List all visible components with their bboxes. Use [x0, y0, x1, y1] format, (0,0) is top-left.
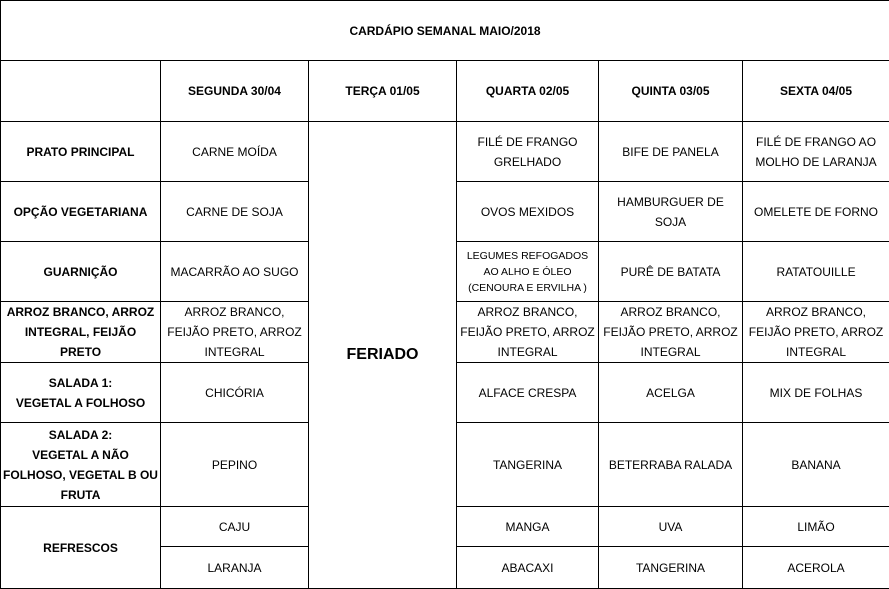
menu-cell: ACELGA — [599, 363, 743, 423]
menu-cell: RATATOUILLE — [743, 242, 889, 302]
row-label: GUARNIÇÃO — [1, 242, 161, 302]
menu-cell: ARROZ BRANCO, FEIJÃO PRETO, ARROZ INTEGR… — [457, 302, 599, 363]
menu-cell: ARROZ BRANCO, FEIJÃO PRETO, ARROZ INTEGR… — [161, 302, 309, 363]
corner-cell — [1, 61, 161, 122]
row-label: PRATO PRINCIPAL — [1, 122, 161, 182]
menu-cell: FILÉ DE FRANGO GRELHADO — [457, 122, 599, 182]
menu-cell: UVA — [599, 507, 743, 547]
menu-cell: LARANJA — [161, 547, 309, 589]
day-header: SEGUNDA 30/04 — [161, 61, 309, 122]
menu-cell: OVOS MEXIDOS — [457, 182, 599, 242]
row-label: OPÇÃO VEGETARIANA — [1, 182, 161, 242]
day-header: SEXTA 04/05 — [743, 61, 889, 122]
menu-cell: TANGERINA — [599, 547, 743, 589]
menu-cell: CHICÓRIA — [161, 363, 309, 423]
holiday-cell: FERIADO — [309, 122, 457, 589]
menu-cell: MIX DE FOLHAS — [743, 363, 889, 423]
day-header: QUARTA 02/05 — [457, 61, 599, 122]
menu-cell: FILÉ DE FRANGO AO MOLHO DE LARANJA — [743, 122, 889, 182]
row-label: ARROZ BRANCO, ARROZ INTEGRAL, FEIJÃO PRE… — [1, 302, 161, 363]
menu-cell: ALFACE CRESPA — [457, 363, 599, 423]
day-header: TERÇA 01/05 — [309, 61, 457, 122]
menu-cell: HAMBURGUER DE SOJA — [599, 182, 743, 242]
menu-cell: BANANA — [743, 423, 889, 507]
menu-cell: ABACAXI — [457, 547, 599, 589]
menu-cell: ARROZ BRANCO, FEIJÃO PRETO, ARROZ INTEGR… — [599, 302, 743, 363]
menu-cell: OMELETE DE FORNO — [743, 182, 889, 242]
row-label: SALADA 2: VEGETAL A NÃO FOLHOSO, VEGETAL… — [1, 423, 161, 507]
menu-cell: BETERRABA RALADA — [599, 423, 743, 507]
menu-cell: ACEROLA — [743, 547, 889, 589]
menu-cell: BIFE DE PANELA — [599, 122, 743, 182]
menu-cell: PEPINO — [161, 423, 309, 507]
menu-cell: CARNE MOÍDA — [161, 122, 309, 182]
menu-cell: TANGERINA — [457, 423, 599, 507]
row-label: SALADA 1: VEGETAL A FOLHOSO — [1, 363, 161, 423]
menu-title: CARDÁPIO SEMANAL MAIO/2018 — [1, 1, 889, 61]
menu-cell: CARNE DE SOJA — [161, 182, 309, 242]
row-label: REFRESCOS — [1, 507, 161, 589]
menu-cell: MANGA — [457, 507, 599, 547]
menu-cell: LEGUMES REFOGADOS AO ALHO E ÓLEO (CENOUR… — [457, 242, 599, 302]
day-header: QUINTA 03/05 — [599, 61, 743, 122]
title-row: CARDÁPIO SEMANAL MAIO/2018 — [1, 1, 889, 61]
menu-cell: ARROZ BRANCO, FEIJÃO PRETO, ARROZ INTEGR… — [743, 302, 889, 363]
menu-cell: MACARRÃO AO SUGO — [161, 242, 309, 302]
menu-cell: LIMÃO — [743, 507, 889, 547]
menu-cell: PURÊ DE BATATA — [599, 242, 743, 302]
menu-cell: CAJU — [161, 507, 309, 547]
